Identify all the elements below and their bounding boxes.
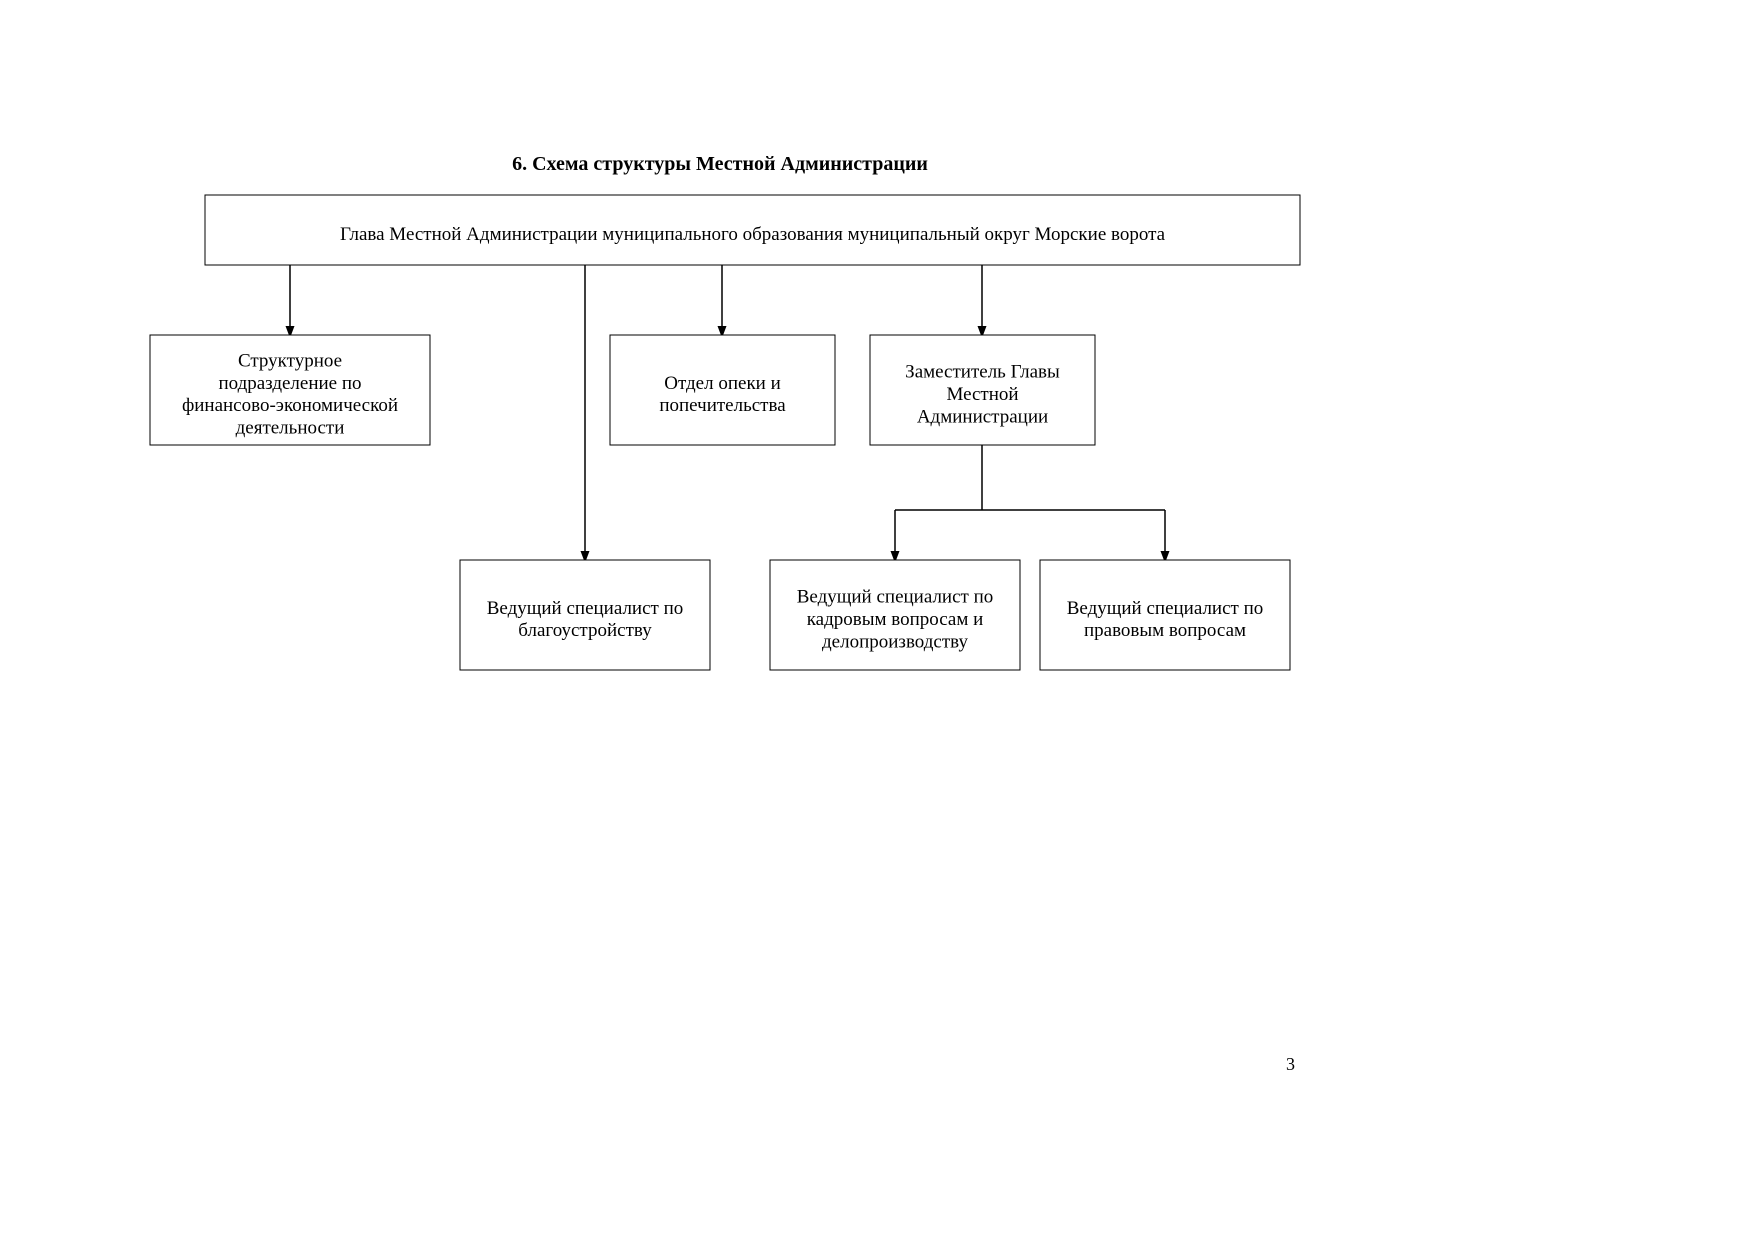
node-hr: Ведущий специалист покадровым вопросам и… [770,560,1020,670]
node-head-label: Глава Местной Администрации муниципально… [340,224,1166,245]
node-deputy: Заместитель ГлавыМестнойАдминистрации [870,335,1095,445]
node-finance-label: финансово-экономической [182,395,398,416]
node-improvement-label: благоустройству [518,620,652,641]
org-chart: 6. Схема структуры Местной Администрации… [0,0,1754,1240]
page-number: 3 [1286,1054,1295,1074]
node-hr-label: Ведущий специалист по [797,587,994,608]
node-legal-label: Ведущий специалист по [1067,598,1264,619]
node-legal: Ведущий специалист поправовым вопросам [1040,560,1290,670]
node-finance-label: Структурное [238,350,342,371]
node-custody-label: Отдел опеки и [664,373,781,394]
node-hr-label: делопроизводству [822,631,968,652]
node-legal-label: правовым вопросам [1084,620,1246,641]
node-head: Глава Местной Администрации муниципально… [205,195,1300,265]
node-hr-label: кадровым вопросам и [807,609,984,630]
node-finance-label: деятельности [236,418,345,439]
node-deputy-label: Местной [946,384,1018,405]
node-custody: Отдел опеки ипопечительства [610,335,835,445]
node-improvement: Ведущий специалист поблагоустройству [460,560,710,670]
diagram-title: 6. Схема структуры Местной Администрации [512,153,928,175]
node-finance-label: подразделение по [218,373,361,394]
node-custody-label: попечительства [659,395,786,416]
node-improvement-label: Ведущий специалист по [487,598,684,619]
node-deputy-label: Администрации [917,406,1048,427]
node-finance: Структурноеподразделение пофинансово-эко… [150,335,430,445]
node-deputy-label: Заместитель Главы [905,362,1060,383]
